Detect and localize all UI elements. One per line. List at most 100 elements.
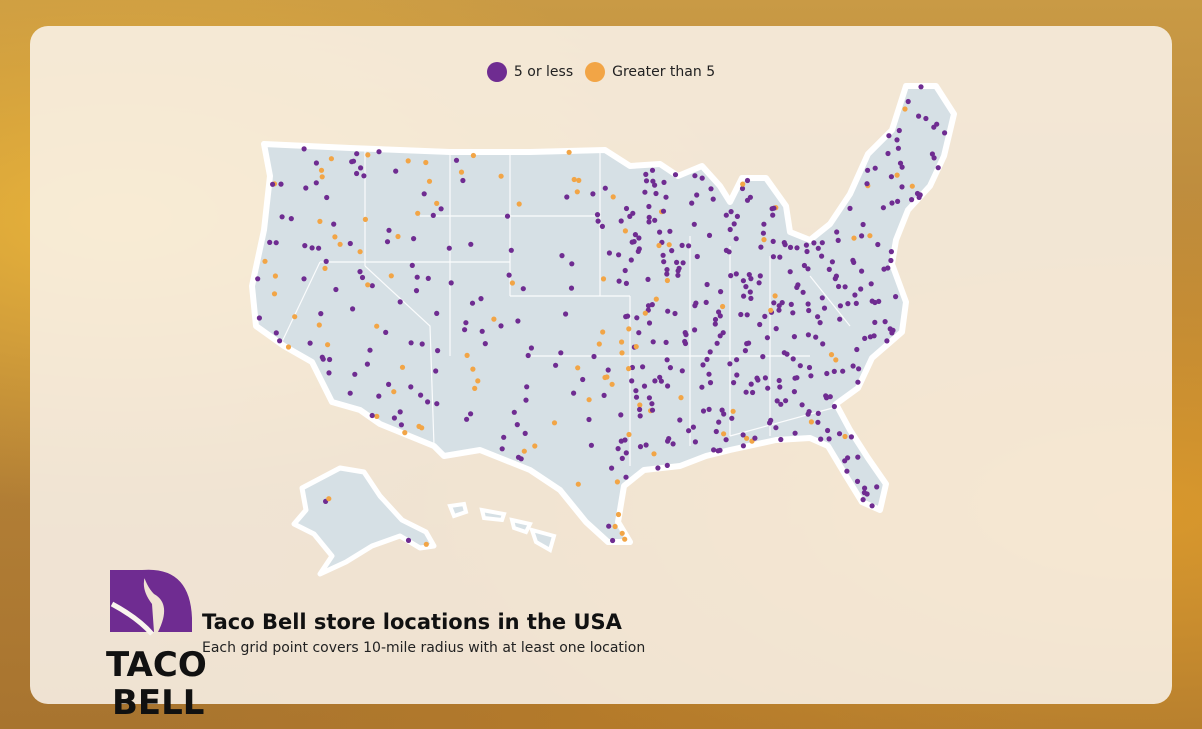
marker-greater-than-5 xyxy=(322,265,328,271)
marker-5-or-less xyxy=(790,310,796,316)
marker-5-or-less xyxy=(706,232,713,238)
marker-5-or-less xyxy=(762,375,769,381)
marker-5-or-less xyxy=(869,503,875,509)
marker-greater-than-5 xyxy=(391,389,397,395)
marker-5-or-less xyxy=(316,245,322,251)
marker-5-or-less xyxy=(803,242,810,248)
marker-5-or-less xyxy=(270,181,276,187)
marker-5-or-less xyxy=(301,276,307,282)
legend: 5 or less Greater than 5 xyxy=(30,62,1172,82)
marker-greater-than-5 xyxy=(374,323,380,329)
marker-5-or-less xyxy=(564,194,570,200)
marker-5-or-less xyxy=(663,339,669,345)
marker-5-or-less xyxy=(690,424,697,430)
marker-5-or-less xyxy=(524,384,530,390)
marker-5-or-less xyxy=(667,365,674,371)
marker-5-or-less xyxy=(623,474,629,480)
marker-greater-than-5 xyxy=(600,329,606,335)
marker-5-or-less xyxy=(712,316,719,323)
marker-5-or-less xyxy=(748,295,754,301)
marker-5-or-less xyxy=(723,212,729,218)
marker-5-or-less xyxy=(806,307,812,314)
marker-5-or-less xyxy=(425,275,431,281)
marker-5-or-less xyxy=(643,442,649,448)
marker-5-or-less xyxy=(717,333,723,339)
marker-greater-than-5 xyxy=(619,530,625,536)
marker-5-or-less xyxy=(619,455,625,461)
marker-5-or-less xyxy=(623,450,629,456)
marker-5-or-less xyxy=(434,310,440,316)
marker-5-or-less xyxy=(758,244,764,250)
marker-5-or-less xyxy=(384,239,391,245)
marker-greater-than-5 xyxy=(365,282,371,288)
marker-5-or-less xyxy=(865,167,871,173)
marker-5-or-less xyxy=(405,537,412,543)
marker-5-or-less xyxy=(752,435,758,441)
marker-5-or-less xyxy=(760,230,767,236)
marker-5-or-less xyxy=(840,368,846,374)
marker-greater-than-5 xyxy=(619,350,625,356)
marker-5-or-less xyxy=(361,173,367,179)
marker-5-or-less xyxy=(895,198,901,204)
caption-subtitle: Each grid point covers 10-mile radius wi… xyxy=(202,640,646,656)
marker-5-or-less xyxy=(618,218,624,224)
marker-5-or-less xyxy=(569,261,575,267)
marker-5-or-less xyxy=(826,436,832,442)
marker-greater-than-5 xyxy=(678,395,684,401)
marker-5-or-less xyxy=(646,219,652,225)
marker-greater-than-5 xyxy=(600,276,607,282)
marker-5-or-less xyxy=(563,311,569,317)
marker-5-or-less xyxy=(499,446,505,452)
marker-5-or-less xyxy=(386,227,392,233)
marker-5-or-less xyxy=(715,448,721,454)
marker-5-or-less xyxy=(413,288,420,294)
marker-5-or-less xyxy=(327,356,333,363)
marker-5-or-less xyxy=(446,245,452,251)
marker-5-or-less xyxy=(750,389,756,396)
marker-5-or-less xyxy=(794,375,800,381)
marker-5-or-less xyxy=(826,266,832,272)
marker-5-or-less xyxy=(744,177,751,184)
marker-5-or-less xyxy=(694,253,700,260)
marker-greater-than-5 xyxy=(833,357,839,363)
marker-greater-than-5 xyxy=(637,402,643,408)
marker-5-or-less xyxy=(699,175,705,181)
marker-5-or-less xyxy=(646,395,653,401)
marker-5-or-less xyxy=(682,340,689,347)
marker-greater-than-5 xyxy=(828,352,835,358)
marker-5-or-less xyxy=(808,373,814,379)
marker-greater-than-5 xyxy=(808,419,815,425)
marker-5-or-less xyxy=(478,296,484,302)
marker-5-or-less xyxy=(783,398,789,404)
marker-5-or-less xyxy=(897,160,904,166)
alaska-shape xyxy=(291,465,437,577)
marker-5-or-less xyxy=(859,233,865,239)
marker-5-or-less xyxy=(523,397,529,403)
marker-5-or-less xyxy=(479,328,485,334)
marker-5-or-less xyxy=(515,454,522,460)
marker-5-or-less xyxy=(820,341,826,347)
bell-shape xyxy=(110,570,154,632)
marker-5-or-less xyxy=(419,341,425,347)
marker-5-or-less xyxy=(675,272,681,278)
marker-greater-than-5 xyxy=(622,228,629,234)
marker-5-or-less xyxy=(818,436,824,442)
marker-5-or-less xyxy=(834,229,840,235)
marker-greater-than-5 xyxy=(317,218,323,224)
marker-5-or-less xyxy=(411,236,417,242)
marker-5-or-less xyxy=(663,194,669,200)
bell-curve-white xyxy=(110,601,154,636)
marker-5-or-less xyxy=(618,438,624,444)
marker-5-or-less xyxy=(740,443,747,449)
marker-5-or-less xyxy=(827,394,833,400)
marker-5-or-less xyxy=(414,274,420,280)
marker-5-or-less xyxy=(801,262,808,269)
marker-5-or-less xyxy=(652,182,658,188)
marker-5-or-less xyxy=(871,333,877,339)
marker-5-or-less xyxy=(630,210,636,216)
logo-wordmark-bell: BELL xyxy=(112,683,204,723)
marker-5-or-less xyxy=(893,294,899,300)
marker-greater-than-5 xyxy=(271,291,278,297)
marker-5-or-less xyxy=(868,281,874,287)
marker-5-or-less xyxy=(777,384,783,390)
